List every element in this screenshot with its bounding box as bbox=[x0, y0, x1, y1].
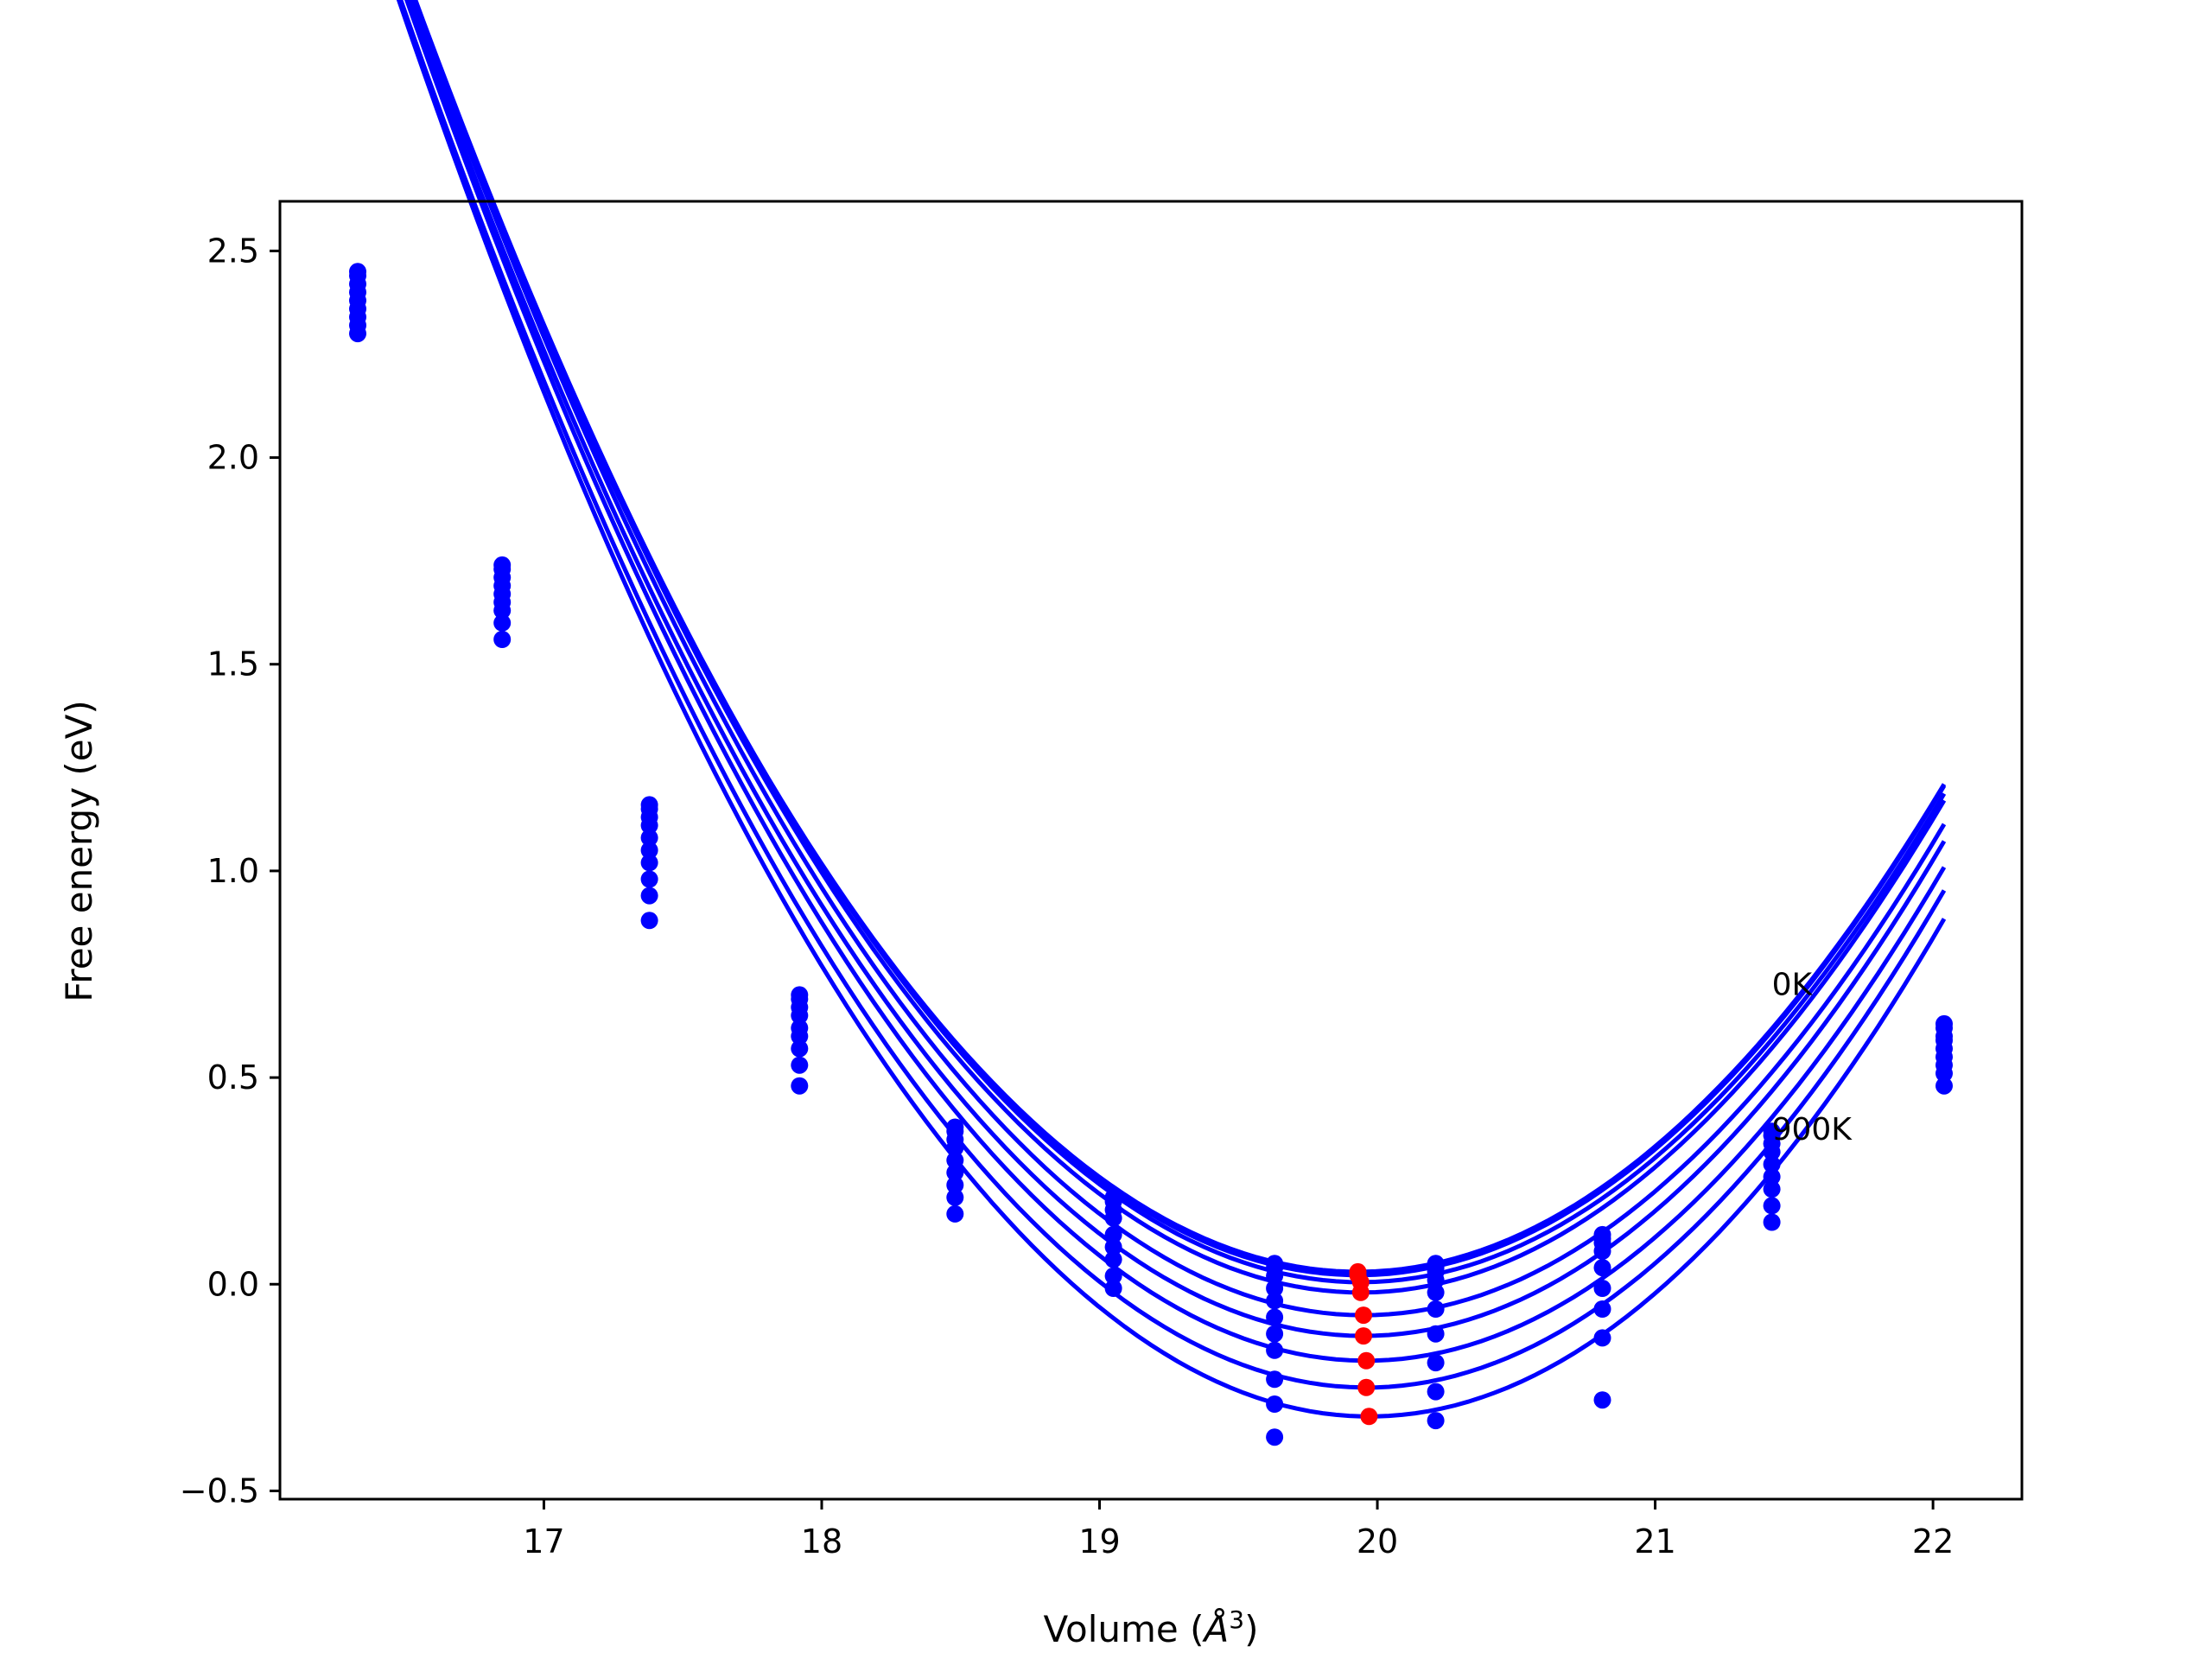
fit-curve-3 bbox=[412, 0, 1947, 1295]
data-point bbox=[1763, 1167, 1781, 1185]
y-tick-label: 1.5 bbox=[207, 645, 259, 683]
y-tick-label: 0.0 bbox=[207, 1265, 259, 1303]
temperature-label: 900K bbox=[1772, 1112, 1853, 1147]
data-point bbox=[640, 842, 658, 859]
x-axis-label: Volume (Å3) bbox=[1044, 1605, 1259, 1650]
fit-curve-8 bbox=[396, 0, 1947, 1419]
data-point bbox=[1763, 1180, 1781, 1198]
data-point bbox=[791, 1007, 809, 1025]
plot-area bbox=[349, 0, 1953, 1446]
x-tick-label: 17 bbox=[523, 1522, 564, 1560]
x-axis: 17 18 19 20 21 22 bbox=[523, 1499, 1954, 1560]
y-tick-label: 2.0 bbox=[207, 439, 259, 477]
data-point bbox=[1763, 1213, 1781, 1231]
data-point bbox=[1936, 1065, 1953, 1083]
fit-curve-5 bbox=[406, 0, 1947, 1338]
data-point bbox=[349, 325, 366, 343]
data-point bbox=[1266, 1341, 1284, 1359]
data-point bbox=[946, 1151, 964, 1169]
data-point bbox=[1104, 1225, 1122, 1243]
minimum-point bbox=[1357, 1351, 1376, 1370]
data-point bbox=[640, 829, 658, 847]
data-point bbox=[640, 817, 658, 835]
data-point bbox=[1266, 1292, 1284, 1310]
data-point bbox=[791, 1039, 809, 1058]
x-tick-label: 19 bbox=[1078, 1522, 1120, 1560]
data-point bbox=[791, 1027, 809, 1046]
data-point bbox=[640, 887, 658, 905]
data-point bbox=[791, 1056, 809, 1074]
y-axis: −0.5 0.0 0.5 1.0 1.5 2.0 2.5 bbox=[180, 232, 280, 1510]
data-point bbox=[1427, 1271, 1445, 1289]
minimum-point bbox=[1355, 1327, 1372, 1345]
y-tick-label: 0.5 bbox=[207, 1058, 259, 1096]
data-point bbox=[1593, 1243, 1611, 1260]
x-tick-label: 21 bbox=[1634, 1522, 1675, 1560]
data-point bbox=[1763, 1155, 1781, 1173]
data-point bbox=[1593, 1329, 1611, 1347]
data-point bbox=[1427, 1354, 1445, 1372]
y-tick-label: 2.5 bbox=[207, 232, 259, 270]
data-point bbox=[1104, 1250, 1122, 1268]
data-point bbox=[1104, 1280, 1122, 1297]
data-point bbox=[1266, 1325, 1284, 1343]
data-point bbox=[1266, 1280, 1284, 1297]
data-point bbox=[946, 1164, 964, 1182]
data-point bbox=[1427, 1283, 1445, 1301]
data-point bbox=[493, 631, 512, 648]
data-point bbox=[1104, 1209, 1122, 1227]
fit-curve-4 bbox=[410, 0, 1947, 1318]
data-point bbox=[1427, 1325, 1445, 1343]
data-point bbox=[946, 1205, 964, 1223]
minimum-point bbox=[1357, 1378, 1376, 1396]
fit-curve-0 bbox=[409, 0, 1947, 1274]
data-point bbox=[946, 1176, 964, 1194]
data-point bbox=[1266, 1267, 1284, 1285]
data-point bbox=[1593, 1280, 1611, 1297]
fit-curve-1 bbox=[409, 0, 1947, 1278]
data-point bbox=[1104, 1267, 1122, 1285]
data-point bbox=[1593, 1259, 1611, 1277]
data-point bbox=[1763, 1143, 1781, 1161]
fit-curve-6 bbox=[404, 0, 1947, 1363]
data-point bbox=[791, 1077, 809, 1095]
fit-curve-7 bbox=[398, 0, 1947, 1390]
data-point bbox=[1427, 1300, 1445, 1318]
x-tick-label: 22 bbox=[1912, 1522, 1954, 1560]
temperature-label: 0K bbox=[1772, 967, 1814, 1002]
data-point bbox=[1266, 1428, 1284, 1446]
data-point bbox=[493, 613, 512, 632]
data-point bbox=[1427, 1382, 1445, 1401]
data-point bbox=[1104, 1238, 1122, 1256]
data-point bbox=[1266, 1395, 1284, 1413]
minimum-point bbox=[1360, 1408, 1378, 1426]
y-tick-label: −0.5 bbox=[180, 1471, 259, 1510]
data-point bbox=[1427, 1412, 1445, 1430]
data-point bbox=[493, 601, 512, 620]
x-tick-label: 20 bbox=[1357, 1522, 1398, 1560]
fit-curve-2 bbox=[413, 0, 1947, 1285]
minimum-point bbox=[1351, 1283, 1370, 1301]
y-axis-label: Free energy (eV) bbox=[58, 700, 100, 1002]
plot-frame bbox=[278, 200, 2024, 1501]
data-point bbox=[1593, 1300, 1611, 1318]
y-tick-label: 1.0 bbox=[207, 852, 259, 890]
data-point bbox=[1266, 1370, 1284, 1389]
data-point bbox=[640, 912, 658, 930]
data-point bbox=[1763, 1197, 1781, 1215]
x-tick-label: 18 bbox=[801, 1522, 842, 1560]
data-point bbox=[640, 870, 658, 888]
data-point bbox=[1593, 1391, 1611, 1409]
annotations: 0K 900K bbox=[1772, 967, 1853, 1147]
data-point bbox=[1936, 1077, 1953, 1095]
data-point bbox=[640, 854, 658, 872]
data-point bbox=[946, 1188, 964, 1206]
data-point bbox=[1266, 1308, 1284, 1326]
minimum-point bbox=[1355, 1306, 1372, 1325]
data-point bbox=[946, 1139, 964, 1157]
